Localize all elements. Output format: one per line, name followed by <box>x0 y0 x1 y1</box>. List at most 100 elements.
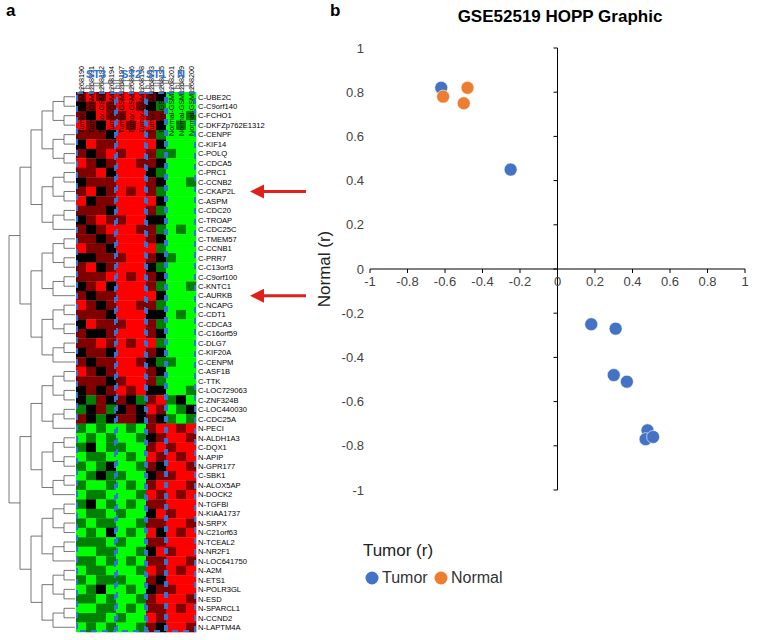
heatmap-cell <box>176 187 186 197</box>
row-label: N-DOCK2 <box>198 490 232 499</box>
row-label: C-FCHO1 <box>198 111 232 120</box>
heatmap-cell <box>86 319 96 329</box>
x-tick <box>707 269 708 273</box>
heatmap-cell <box>96 518 106 528</box>
heatmap-cell <box>126 471 136 481</box>
heatmap-cell <box>126 461 136 471</box>
dendrogram-branch <box>31 130 42 205</box>
heatmap-cell <box>126 376 136 386</box>
row-label: N-NR2F1 <box>198 547 230 556</box>
heatmap-cell <box>126 443 136 453</box>
dendrogram-branch <box>31 271 42 337</box>
x-tick-label: 0.2 <box>586 274 604 289</box>
row-label: N-GPR177 <box>198 462 235 471</box>
dendrogram-branch <box>64 258 75 267</box>
heatmap-cell <box>96 263 106 273</box>
x-tick-label: -0.2 <box>509 274 531 289</box>
heatmap-cell <box>176 499 186 509</box>
heatmap-cell <box>96 509 106 519</box>
heatmap-cell <box>86 537 96 547</box>
y-tick-label: -0.6 <box>342 394 364 409</box>
row-label: N-ESD <box>198 595 222 604</box>
heatmap-cell <box>96 594 106 604</box>
heatmap-cell <box>86 348 96 358</box>
heatmap-cell <box>86 509 96 519</box>
dendrogram-branch <box>64 438 75 447</box>
x-tick <box>745 269 746 273</box>
heatmap-cell <box>126 225 136 235</box>
heatmap-cell <box>96 405 106 415</box>
heatmap-cell <box>96 281 106 291</box>
y-tick <box>554 357 558 358</box>
heatmap-cell <box>126 338 136 348</box>
y-tick-label: 0.6 <box>346 129 364 144</box>
scatter-point <box>609 322 622 335</box>
row-label: C-DQX1 <box>198 443 227 452</box>
chart-title: GSE52519 HOPP Graphic <box>458 7 663 26</box>
x-tick <box>370 269 371 273</box>
scatter-point <box>461 81 474 94</box>
heatmap-cell <box>96 158 106 168</box>
heatmap-cell <box>86 338 96 348</box>
heatmap-cell <box>176 443 186 453</box>
heatmap-cell <box>176 405 186 415</box>
heatmap-cell <box>126 215 136 225</box>
heatmap-cell <box>96 329 106 339</box>
legend-marker <box>435 572 448 585</box>
heatmap-cell <box>126 452 136 462</box>
heatmap-cell <box>96 376 106 386</box>
heatmap-cell <box>176 452 186 462</box>
heatmap-cell <box>96 215 106 225</box>
dendrogram-branch <box>64 210 75 219</box>
arrow <box>262 190 306 193</box>
y-tick <box>554 92 558 93</box>
dendrogram-branch <box>64 570 75 579</box>
row-label: C-UBE2C <box>198 93 232 102</box>
heatmap-cell <box>86 225 96 235</box>
heatmap-cell <box>126 547 136 557</box>
heatmap-cell <box>86 613 96 623</box>
row-label: N-LAPTM4A <box>198 623 242 632</box>
dendrogram-branch <box>31 403 42 469</box>
dendrogram-branch <box>20 437 31 570</box>
heatmap-cell <box>176 585 186 595</box>
heatmap-cell <box>96 149 106 159</box>
heatmap-cell <box>126 566 136 576</box>
heatmap-cell <box>126 414 136 424</box>
heatmap-cell <box>126 613 136 623</box>
arrow <box>262 294 306 297</box>
dendrogram-branch <box>42 187 53 223</box>
heatmap-cell <box>176 376 186 386</box>
heatmap-cell <box>176 272 186 282</box>
heatmap-cell <box>86 253 96 263</box>
group-box <box>117 93 145 631</box>
heatmap-cell <box>96 547 106 557</box>
scatter-point <box>585 318 598 331</box>
heatmap-cell <box>86 471 96 481</box>
heatmap-cell <box>86 376 96 386</box>
group-box <box>147 93 165 631</box>
heatmap-cell <box>176 480 186 490</box>
column-label: Normal-GSM1268199 <box>177 66 186 136</box>
group-label: ST3 <box>86 68 106 80</box>
legend-marker <box>366 572 379 585</box>
x-tick-label: 0.6 <box>661 274 679 289</box>
row-label: C-PRR7 <box>198 254 226 263</box>
heatmap-cell <box>86 281 96 291</box>
row-label: C-PRC1 <box>198 168 226 177</box>
dendrogram-branch <box>53 575 64 594</box>
scatter-point <box>620 375 633 388</box>
row-label: C-ASPM <box>198 197 228 206</box>
dendrogram-branch <box>53 310 64 329</box>
heatmap-cell <box>176 348 186 358</box>
heatmap-cell <box>176 225 186 235</box>
dendrogram-branch <box>53 376 64 395</box>
heatmap-cell <box>86 291 96 301</box>
heatmap-cell <box>126 357 136 367</box>
heatmap-cell <box>86 443 96 453</box>
heatmap-cell <box>96 348 106 358</box>
heatmap-cell <box>96 424 106 434</box>
heatmap-cell <box>86 357 96 367</box>
heatmap-cell <box>86 196 96 206</box>
heatmap-cell <box>96 452 106 462</box>
